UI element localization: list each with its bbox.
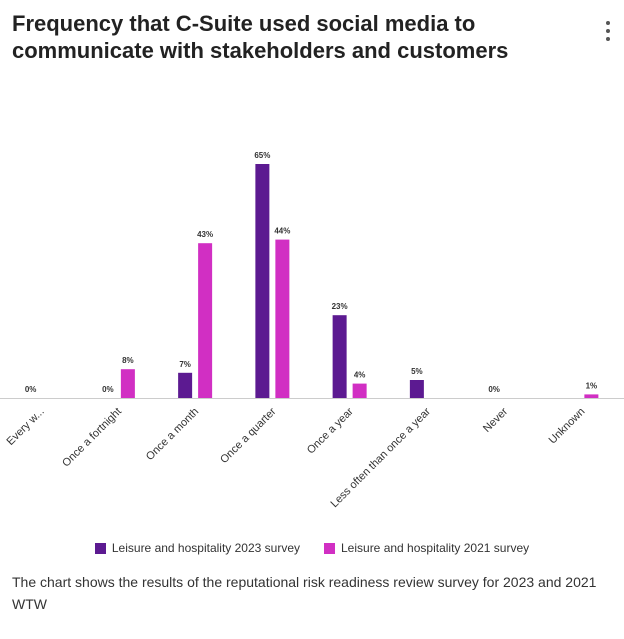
- chart-title-line-1: Frequency that C-Suite used social media…: [12, 11, 476, 36]
- x-tick-label-0: Every w...: [5, 406, 47, 448]
- legend-item-2021[interactable]: Leisure and hospitality 2021 survey: [324, 538, 529, 558]
- data-label-2023-3: 65%: [254, 151, 270, 160]
- bar-chart: 0% Every w... 0% 8% Once a fortnight 7% 43% Onc…: [0, 151, 624, 510]
- legend-label-2021: Leisure and hospitality 2021 survey: [341, 541, 530, 555]
- data-label-2023-5: 5%: [411, 367, 423, 376]
- bar-2021-1[interactable]: [120, 369, 135, 398]
- caption-line-2: WTW: [12, 596, 47, 612]
- chart-legend: Leisure and hospitality 2023 survey Leis…: [0, 538, 624, 558]
- bar-2021-2[interactable]: [198, 243, 213, 398]
- data-label-2023-0: 0%: [25, 385, 37, 394]
- data-label-2021-3: 44%: [274, 227, 290, 236]
- bar-2023-5[interactable]: [409, 380, 424, 398]
- bar-2021-3[interactable]: [275, 239, 290, 398]
- data-label-2023-4: 23%: [332, 302, 348, 311]
- legend-swatch-2023: [94, 542, 106, 554]
- more-vertical-icon[interactable]: [598, 18, 618, 44]
- legend-label-2023: Leisure and hospitality 2023 survey: [111, 541, 300, 555]
- bar-2023-2[interactable]: [178, 372, 193, 398]
- chart-caption: The chart shows the results of the reput…: [12, 571, 612, 615]
- data-label-2023-2: 7%: [179, 360, 191, 369]
- legend-item-2023[interactable]: Leisure and hospitality 2023 survey: [94, 538, 300, 558]
- bar-2023-4[interactable]: [332, 315, 347, 398]
- data-label-2021-7: 1%: [586, 381, 598, 390]
- x-tick-label-4: Once a year: [305, 405, 356, 456]
- data-label-2021-1: 8%: [122, 356, 134, 365]
- legend-swatch-2021: [324, 542, 335, 554]
- x-tick-label-1: Once a fortnight: [60, 406, 124, 470]
- data-label-2023-6: 0%: [488, 385, 500, 394]
- data-label-2023-1: 0%: [102, 385, 114, 394]
- bar-2021-7[interactable]: [584, 394, 599, 398]
- data-label-2021-4: 4%: [354, 371, 366, 380]
- chart-area: 0% Every w... 0% 8% Once a fortnight 7% 43% Onc…: [0, 130, 624, 530]
- x-tick-label-2: Once a month: [144, 406, 201, 463]
- caption-line-1: The chart shows the results of the reput…: [12, 574, 597, 590]
- chart-title: Frequency that C-Suite used social media…: [12, 10, 572, 64]
- x-tick-label-6: Never: [481, 405, 510, 434]
- bar-2021-4[interactable]: [352, 383, 367, 398]
- x-tick-label-7: Unknown: [547, 406, 588, 447]
- chart-title-line-2: communicate with stakeholders and custom…: [12, 38, 509, 63]
- data-label-2021-2: 43%: [197, 230, 213, 239]
- bar-2023-3[interactable]: [255, 164, 270, 398]
- x-tick-label-3: Once a quarter: [218, 405, 279, 466]
